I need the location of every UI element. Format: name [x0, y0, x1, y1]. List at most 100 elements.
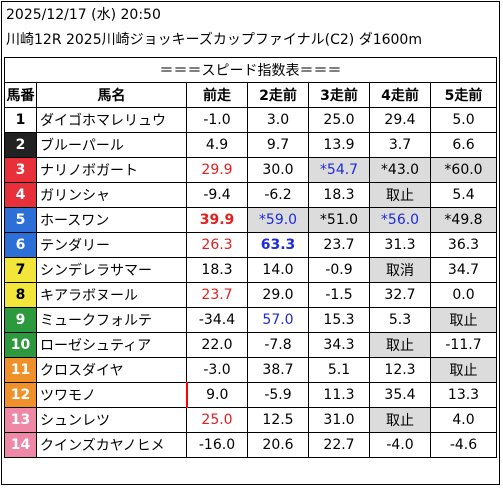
speed-index-cell: 12.3 [369, 357, 431, 383]
horse-name: シンデレラサマー [36, 257, 187, 283]
column-header-last: 前走 [186, 82, 248, 108]
speed-index-cell: 32.7 [369, 282, 431, 308]
speed-index-cell: 29.4 [369, 107, 431, 133]
table-row: 12 ツワモノ 9.0 -5.9 11.3 35.4 13.3 [4, 382, 497, 408]
speed-index-cell: -6.2 [247, 182, 309, 208]
speed-index-cell: 11.3 [308, 382, 370, 408]
speed-index-cell: 35.4 [369, 382, 431, 408]
table-row: 5 ホースワン 39.9 *59.0 *51.0 *56.0 *49.8 [4, 207, 497, 233]
speed-index-cell: 57.0 [247, 307, 309, 333]
speed-index-cell: *43.0 [369, 157, 431, 183]
horse-number: 10 [4, 332, 37, 358]
speed-index-cell: -4.0 [369, 432, 431, 458]
table-row: 3 ナリノボガート 29.9 30.0 *54.7 *43.0 *60.0 [4, 157, 497, 183]
table-row: 11 クロスダイヤ -3.0 38.7 5.1 12.3 取止 [4, 357, 497, 383]
speed-index-cell: 31.0 [308, 407, 370, 433]
speed-index-cell: 取止 [369, 407, 431, 433]
column-header-5back: 5走前 [430, 82, 497, 108]
horse-number: 14 [4, 432, 37, 458]
speed-index-cell: 5.4 [430, 182, 497, 208]
speed-index-cell: 6.6 [430, 132, 497, 158]
speed-index-cell: 23.7 [308, 232, 370, 258]
horse-number: 12 [4, 382, 37, 408]
speed-index-cell: 63.3 [247, 232, 309, 258]
speed-index-cell: 9.7 [247, 132, 309, 158]
horse-name: シュンレツ [36, 407, 187, 433]
speed-index-cell: 5.3 [369, 307, 431, 333]
speed-index-cell: 39.9 [186, 207, 248, 233]
horse-name: ミュークフォルテ [36, 307, 187, 333]
horse-number: 5 [4, 207, 37, 233]
table-row: 2 ブルーパール 4.9 9.7 13.9 3.7 6.6 [4, 132, 497, 158]
column-header-2back: 2走前 [247, 82, 309, 108]
horse-name: ダイゴホマレリュウ [36, 107, 187, 133]
speed-index-cell: 13.9 [308, 132, 370, 158]
race-title: 川崎12R 2025川崎ジョッキーズカップファイナル(C2) ダ1600m [6, 32, 422, 48]
horse-number: 7 [4, 257, 37, 283]
speed-index-cell: 15.3 [308, 307, 370, 333]
speed-index-cell: 29.9 [186, 157, 248, 183]
speed-index-cell: -9.4 [186, 182, 248, 208]
speed-index-cell: -34.4 [186, 307, 248, 333]
speed-index-cell: *60.0 [430, 157, 497, 183]
speed-index-cell: 22.7 [308, 432, 370, 458]
horse-name: ツワモノ [36, 382, 187, 408]
table-row: 13 シュンレツ 25.0 12.5 31.0 取止 4.0 [4, 407, 497, 433]
speed-index-cell: 取止 [369, 182, 431, 208]
speed-index-cell: 9.0 [185, 382, 248, 408]
speed-index-cell: 13.3 [430, 382, 497, 408]
speed-index-cell: 0.0 [430, 282, 497, 308]
speed-index-cell: 26.3 [186, 232, 248, 258]
speed-index-cell: *49.8 [430, 207, 497, 233]
speed-index-cell: 23.7 [186, 282, 248, 308]
speed-index-cell: -1.0 [186, 107, 248, 133]
horse-number: 2 [4, 132, 37, 158]
horse-number: 4 [4, 182, 37, 208]
speed-index-cell: 取止 [369, 332, 431, 358]
speed-index-cell: 5.0 [430, 107, 497, 133]
speed-index-cell: 取止 [430, 307, 497, 333]
speed-index-cell: 34.3 [308, 332, 370, 358]
horse-number: 3 [4, 157, 37, 183]
horse-name: クロスダイヤ [36, 357, 187, 383]
speed-index-cell: -4.6 [430, 432, 497, 458]
speed-index-cell: -1.5 [308, 282, 370, 308]
speed-index-cell: 30.0 [247, 157, 309, 183]
table-row: 10 ローゼシュティア 22.0 -7.8 34.3 取止 -11.7 [4, 332, 497, 358]
table-row: 8 キアラボヌール 23.7 29.0 -1.5 32.7 0.0 [4, 282, 497, 308]
race-datetime: 2025/12/17 (水) 20:50 [6, 7, 161, 23]
horse-name: ローゼシュティア [36, 332, 187, 358]
column-header-4back: 4走前 [369, 82, 431, 108]
speed-index-cell: 34.7 [430, 257, 497, 283]
horse-name: ナリノボガート [36, 157, 187, 183]
column-header-name: 馬名 [36, 82, 187, 108]
speed-index-cell: *59.0 [247, 207, 309, 233]
table-row: 6 テンダリー 26.3 63.3 23.7 31.3 36.3 [4, 232, 497, 258]
table-row: 14 クインズカヤノヒメ -16.0 20.6 22.7 -4.0 -4.6 [4, 432, 497, 458]
speed-index-cell: *54.7 [308, 157, 370, 183]
horse-name: ブルーパール [36, 132, 187, 158]
horse-number: 1 [4, 107, 37, 133]
table-row: 1 ダイゴホマレリュウ -1.0 3.0 25.0 29.4 5.0 [4, 107, 497, 133]
table-row: 7 シンデレラサマー 18.3 14.0 -0.9 取消 34.7 [4, 257, 497, 283]
speed-index-cell: 4.0 [430, 407, 497, 433]
horse-number: 8 [4, 282, 37, 308]
speed-index-cell: -5.9 [247, 382, 309, 408]
speed-index-cell: 29.0 [247, 282, 309, 308]
speed-index-cell: 12.5 [247, 407, 309, 433]
horse-name: テンダリー [36, 232, 187, 258]
speed-index-cell: 20.6 [247, 432, 309, 458]
speed-index-cell: 5.1 [308, 357, 370, 383]
speed-index-cell: 25.0 [186, 407, 248, 433]
horse-number: 11 [4, 357, 37, 383]
horse-name: ガリンシャ [36, 182, 187, 208]
speed-index-cell: *56.0 [369, 207, 431, 233]
speed-index-cell: 36.3 [430, 232, 497, 258]
speed-index-cell: 取消 [369, 257, 431, 283]
column-header-3back: 3走前 [308, 82, 370, 108]
speed-index-cell: -0.9 [308, 257, 370, 283]
speed-index-cell: 取止 [430, 357, 497, 383]
speed-index-cell: 14.0 [247, 257, 309, 283]
horse-number: 9 [4, 307, 37, 333]
